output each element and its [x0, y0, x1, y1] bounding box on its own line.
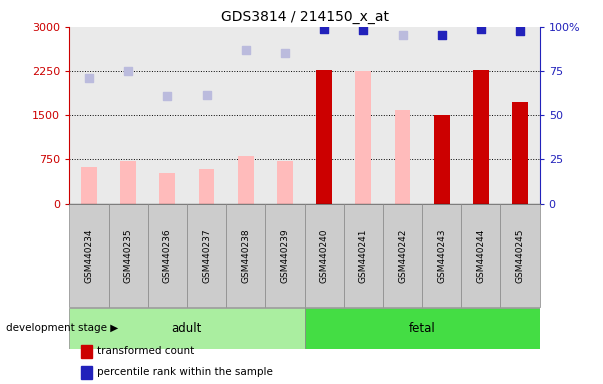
FancyBboxPatch shape: [383, 204, 422, 307]
Bar: [109, 27, 148, 204]
FancyBboxPatch shape: [265, 204, 305, 307]
Point: [241, 47, 251, 53]
FancyBboxPatch shape: [422, 204, 461, 307]
Text: adult: adult: [172, 322, 202, 335]
Point: [515, 28, 525, 34]
Bar: [265, 27, 305, 204]
Point: [398, 31, 408, 38]
FancyBboxPatch shape: [305, 204, 344, 307]
Bar: [120, 161, 136, 204]
Point: [320, 26, 329, 32]
Text: GSM440234: GSM440234: [84, 228, 93, 283]
FancyBboxPatch shape: [69, 204, 109, 307]
FancyBboxPatch shape: [226, 204, 265, 307]
Bar: [305, 27, 344, 204]
Bar: [226, 27, 265, 204]
Text: percentile rank within the sample: percentile rank within the sample: [97, 367, 273, 377]
Bar: [383, 27, 422, 204]
Text: GSM440235: GSM440235: [124, 228, 133, 283]
Point: [162, 93, 172, 99]
FancyBboxPatch shape: [500, 204, 540, 307]
Bar: [434, 114, 450, 204]
Bar: [277, 161, 292, 204]
FancyBboxPatch shape: [109, 204, 148, 307]
Text: GSM440244: GSM440244: [476, 228, 485, 283]
FancyBboxPatch shape: [187, 204, 226, 307]
Bar: [500, 27, 540, 204]
Bar: [344, 27, 383, 204]
Bar: [317, 70, 332, 204]
FancyBboxPatch shape: [344, 204, 383, 307]
Bar: [198, 169, 215, 204]
Bar: [148, 27, 187, 204]
Text: transformed count: transformed count: [97, 346, 194, 356]
Text: GSM440238: GSM440238: [241, 228, 250, 283]
Point: [123, 68, 133, 74]
Text: GSM440245: GSM440245: [516, 228, 525, 283]
Text: GSM440237: GSM440237: [202, 228, 211, 283]
Bar: [473, 70, 489, 204]
Text: GSM440241: GSM440241: [359, 228, 368, 283]
Text: GSM440242: GSM440242: [398, 228, 407, 283]
Text: development stage ▶: development stage ▶: [6, 323, 118, 333]
Bar: [159, 173, 175, 204]
Point: [358, 27, 368, 33]
Bar: [422, 27, 461, 204]
FancyBboxPatch shape: [69, 308, 305, 349]
Point: [437, 31, 446, 38]
FancyBboxPatch shape: [148, 204, 187, 307]
Bar: [461, 27, 500, 204]
Text: fetal: fetal: [409, 322, 435, 335]
FancyBboxPatch shape: [461, 204, 500, 307]
Bar: [69, 27, 109, 204]
Text: GSM440243: GSM440243: [437, 228, 446, 283]
Bar: [356, 71, 371, 204]
Bar: [187, 27, 226, 204]
Bar: [81, 167, 96, 204]
Text: GSM440239: GSM440239: [280, 228, 289, 283]
Point: [201, 92, 212, 98]
Text: GSM440236: GSM440236: [163, 228, 172, 283]
Title: GDS3814 / 214150_x_at: GDS3814 / 214150_x_at: [221, 10, 388, 25]
Point: [84, 75, 94, 81]
Bar: [513, 102, 528, 204]
Point: [476, 26, 486, 32]
Bar: [238, 156, 254, 204]
Text: GSM440240: GSM440240: [320, 228, 329, 283]
FancyBboxPatch shape: [305, 308, 540, 349]
Point: [280, 50, 290, 56]
Bar: [394, 111, 410, 204]
